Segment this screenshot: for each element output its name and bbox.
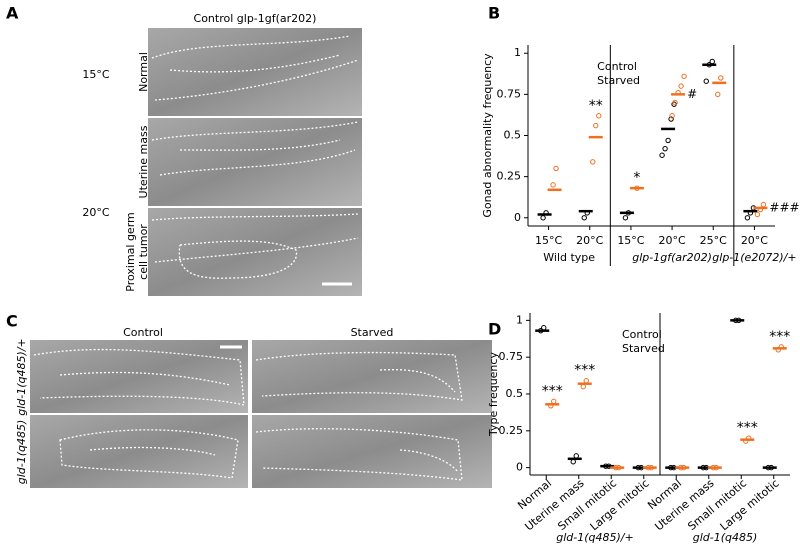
data-point <box>659 152 665 158</box>
group-label: gld-1(q485) <box>693 531 758 544</box>
panel-letter: B <box>488 4 500 23</box>
data-point <box>744 215 751 221</box>
panel-title: Control glp-1gf(ar202) <box>194 12 317 25</box>
data-point <box>581 215 587 221</box>
x-tick-label: 20°C <box>658 234 685 247</box>
micrograph <box>30 340 248 413</box>
significance-mark: *** <box>574 363 595 379</box>
data-point <box>622 215 629 221</box>
micrograph <box>252 340 492 413</box>
data-point <box>550 182 556 188</box>
y-tick-label: 0.75 <box>499 350 524 363</box>
data-point <box>703 78 709 84</box>
y-tick-label: 0.75 <box>497 87 522 100</box>
data-point <box>573 453 579 459</box>
gonad-outline <box>255 351 463 401</box>
gonad-outline <box>33 348 245 406</box>
significance-mark: ** <box>589 98 603 114</box>
gonad-outline <box>151 35 359 101</box>
x-tick-label: 25°C <box>700 234 727 247</box>
image-label: Uterine mass <box>137 125 150 198</box>
data-point <box>678 83 684 89</box>
legend-label: Starved <box>597 74 640 87</box>
temperature-label: 20°C <box>82 206 109 219</box>
micrograph <box>30 415 248 488</box>
image-label: Normal <box>137 52 150 92</box>
x-tick-label: 20°C <box>741 234 768 247</box>
column-label: Control <box>123 326 163 339</box>
data-point <box>668 116 674 122</box>
significance-mark: *** <box>769 329 790 345</box>
x-tick-label: 20°C <box>576 234 603 247</box>
significance-mark: *** <box>737 420 758 436</box>
data-point <box>754 211 761 218</box>
micrograph-group <box>148 28 362 296</box>
micrograph <box>252 415 492 488</box>
significance-mark: ### <box>769 200 799 214</box>
row-label: gld-1(q485) <box>15 420 28 485</box>
y-tick-label: 0 <box>516 461 523 474</box>
legend-label: Starved <box>622 342 665 355</box>
panel-letter: D <box>488 320 501 339</box>
x-tick-label: 15°C <box>535 234 562 247</box>
y-tick-label: 0.5 <box>506 387 524 400</box>
data-point <box>718 75 724 81</box>
column-label: Starved <box>351 326 394 339</box>
panel-letter: C <box>6 312 18 331</box>
legend-label: Control <box>597 60 637 73</box>
gonad-outline <box>255 428 463 481</box>
y-tick-label: 0.25 <box>499 424 524 437</box>
data-point <box>662 145 668 152</box>
data-point <box>760 201 767 208</box>
group-label: Wild type <box>543 251 595 264</box>
data-point <box>709 58 715 65</box>
y-axis-label: Type frequency <box>487 352 500 437</box>
data-point <box>665 137 671 144</box>
significance-mark: # <box>687 87 697 101</box>
data-point <box>541 325 547 331</box>
micrograph-group <box>30 340 492 488</box>
temperature-label: 15°C <box>82 68 109 81</box>
data-point <box>570 459 576 465</box>
row-label: gld-1(q485)/+ <box>15 338 28 415</box>
data-point <box>669 113 675 119</box>
data-point <box>681 73 687 79</box>
legend-label: Control <box>622 328 662 341</box>
group-label: gld-1(q485)/+ <box>556 531 633 544</box>
data-point <box>540 215 546 221</box>
data-point <box>590 159 596 165</box>
gonad-outline <box>151 121 359 176</box>
group-label: glp-1gf(ar202) <box>632 251 712 264</box>
micrograph <box>148 28 362 116</box>
y-tick-label: 0.5 <box>504 129 522 142</box>
image-label: cell tumor <box>137 224 150 280</box>
data-point <box>580 383 586 390</box>
y-axis-label: Gonad abnormality frequency <box>481 53 494 218</box>
data-point <box>596 113 602 119</box>
gonad-outline <box>151 213 359 279</box>
y-tick-label: 1 <box>516 313 523 326</box>
y-tick-label: 1 <box>514 46 521 59</box>
significance-mark: *** <box>542 383 563 399</box>
data-point <box>553 165 559 172</box>
x-tick-label: 15°C <box>617 234 644 247</box>
group-label: glp-1(e2072)/+ <box>712 251 796 264</box>
image-label: Proximal germ <box>124 212 137 291</box>
panel-letter: A <box>6 4 19 23</box>
y-tick-label: 0.25 <box>497 170 522 183</box>
data-point <box>583 378 589 384</box>
data-point <box>715 91 721 98</box>
data-point <box>672 99 678 106</box>
y-tick-label: 0 <box>514 211 521 224</box>
data-point <box>593 122 599 129</box>
significance-mark: * <box>633 170 640 186</box>
data-point <box>551 398 557 405</box>
micrograph <box>148 118 362 206</box>
gonad-outline <box>59 429 239 479</box>
